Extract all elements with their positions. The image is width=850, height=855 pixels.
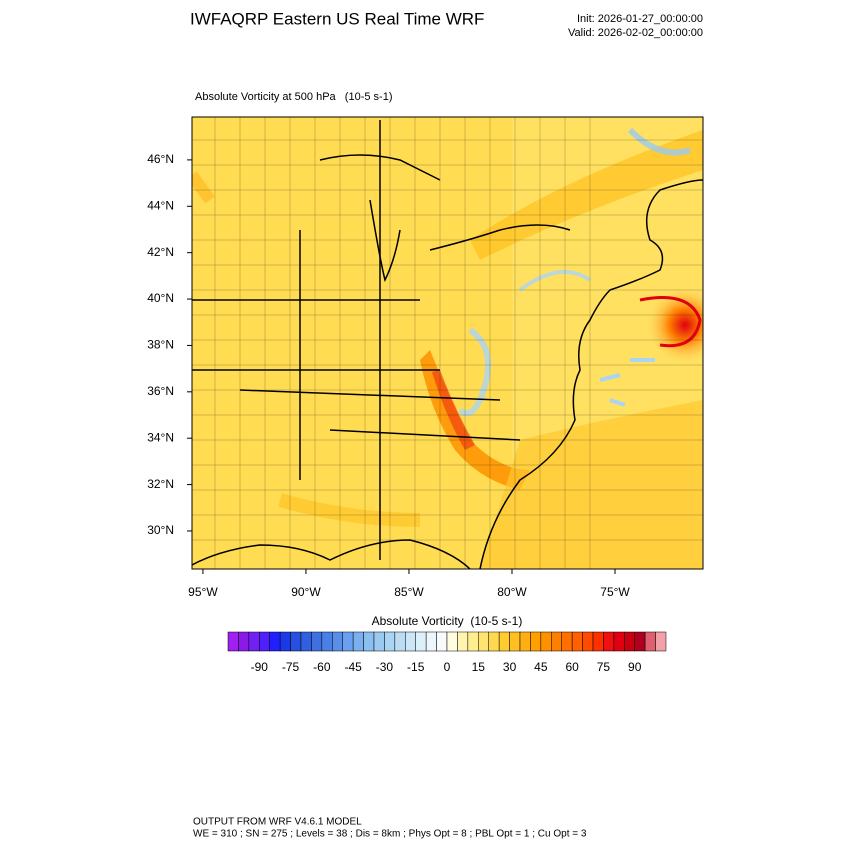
colorbar-tick-label: -30 — [376, 660, 394, 674]
colorbar-box — [530, 631, 542, 652]
colorbar-box — [394, 631, 406, 652]
colorbar-tick-label: 45 — [534, 660, 548, 674]
colorbar-tick-label: -15 — [407, 660, 425, 674]
colorbar-box — [384, 631, 396, 652]
colorbar-box — [269, 631, 281, 652]
colorbar-box — [634, 631, 646, 652]
colorbar-box — [509, 631, 521, 652]
y-tick-label: 38°N — [147, 338, 174, 352]
x-tick-label: 75°W — [600, 585, 630, 599]
colorbar-tick-label: -60 — [313, 660, 331, 674]
x-tick-label: 95°W — [188, 585, 218, 599]
colorbar-box — [363, 631, 375, 652]
vorticity-field — [192, 117, 703, 569]
colorbar-box — [300, 631, 312, 652]
colorbar-tick-label: 15 — [472, 660, 486, 674]
colorbar-tick-label: 90 — [628, 660, 642, 674]
colorbar-tick-label: 75 — [597, 660, 611, 674]
colorbar-tick-label: -75 — [282, 660, 300, 674]
colorbar-box — [571, 631, 583, 652]
colorbar-box — [248, 631, 260, 652]
y-tick-label: 42°N — [147, 245, 174, 259]
x-tick-label: 80°W — [497, 585, 527, 599]
valid-time: Valid: 2026-02-02_00:00:00 — [568, 27, 703, 39]
colorbar-title: Absolute Vorticity (10-5 s-1) — [372, 614, 523, 628]
colorbar-box — [624, 631, 635, 652]
colorbar-tick-label: 0 — [444, 660, 451, 674]
colorbar-box — [238, 631, 250, 652]
init-time: Init: 2026-01-27_00:00:00 — [577, 13, 703, 25]
x-tick-label: 85°W — [394, 585, 424, 599]
colorbar-box — [352, 631, 364, 652]
footer-line: WE = 310 ; SN = 275 ; Levels = 38 ; Dis … — [193, 829, 587, 840]
title: IWFAQRP Eastern US Real Time WRF — [190, 9, 484, 28]
footer-line: OUTPUT FROM WRF V4.6.1 MODEL — [193, 817, 362, 828]
colorbar-tick-label: 30 — [503, 660, 517, 674]
colorbar-tick-label: -45 — [344, 660, 362, 674]
colorbar-box — [259, 631, 270, 652]
colorbar-box — [582, 631, 594, 652]
colorbar-box — [332, 631, 343, 652]
map-frame — [191, 116, 704, 570]
colorbar-box — [498, 631, 510, 652]
colorbar-box — [519, 631, 531, 652]
y-tick-label: 44°N — [147, 198, 174, 212]
colorbar-box — [425, 631, 437, 652]
colorbar-tick-label: -90 — [251, 660, 269, 674]
x-tick-label: 90°W — [291, 585, 321, 599]
colorbar-box — [290, 631, 302, 652]
colorbar-box — [488, 631, 500, 652]
colorbar-box — [603, 631, 615, 652]
colorbar-box — [405, 631, 416, 652]
colorbar-box — [478, 631, 489, 652]
colorbar-box — [342, 631, 354, 652]
colorbar-box — [467, 631, 479, 652]
colorbar-box — [415, 631, 427, 652]
colorbar-box — [279, 631, 291, 652]
colorbar-box — [540, 631, 552, 652]
colorbar-tick-label: 60 — [565, 660, 579, 674]
colorbar-box — [644, 631, 656, 652]
map-subtitle: Absolute Vorticity at 500 hPa (10-5 s-1) — [195, 91, 393, 103]
colorbar-box — [561, 631, 573, 652]
y-tick-label: 30°N — [147, 523, 174, 537]
colorbar-box — [227, 631, 239, 652]
colorbar-box — [446, 631, 458, 652]
y-tick-label: 46°N — [147, 152, 174, 166]
y-tick-label: 34°N — [147, 430, 174, 444]
colorbar-box — [311, 631, 323, 652]
y-tick-label: 36°N — [147, 384, 174, 398]
colorbar-box — [655, 631, 667, 652]
colorbar-box — [321, 631, 333, 652]
colorbar-box — [613, 631, 625, 652]
colorbar-box — [592, 631, 604, 652]
y-tick-label: 40°N — [147, 291, 174, 305]
y-tick-label: 32°N — [147, 477, 174, 491]
colorbar-box — [457, 631, 469, 652]
colorbar-box — [373, 631, 385, 652]
colorbar-box — [436, 631, 448, 652]
colorbar-box — [551, 631, 562, 652]
